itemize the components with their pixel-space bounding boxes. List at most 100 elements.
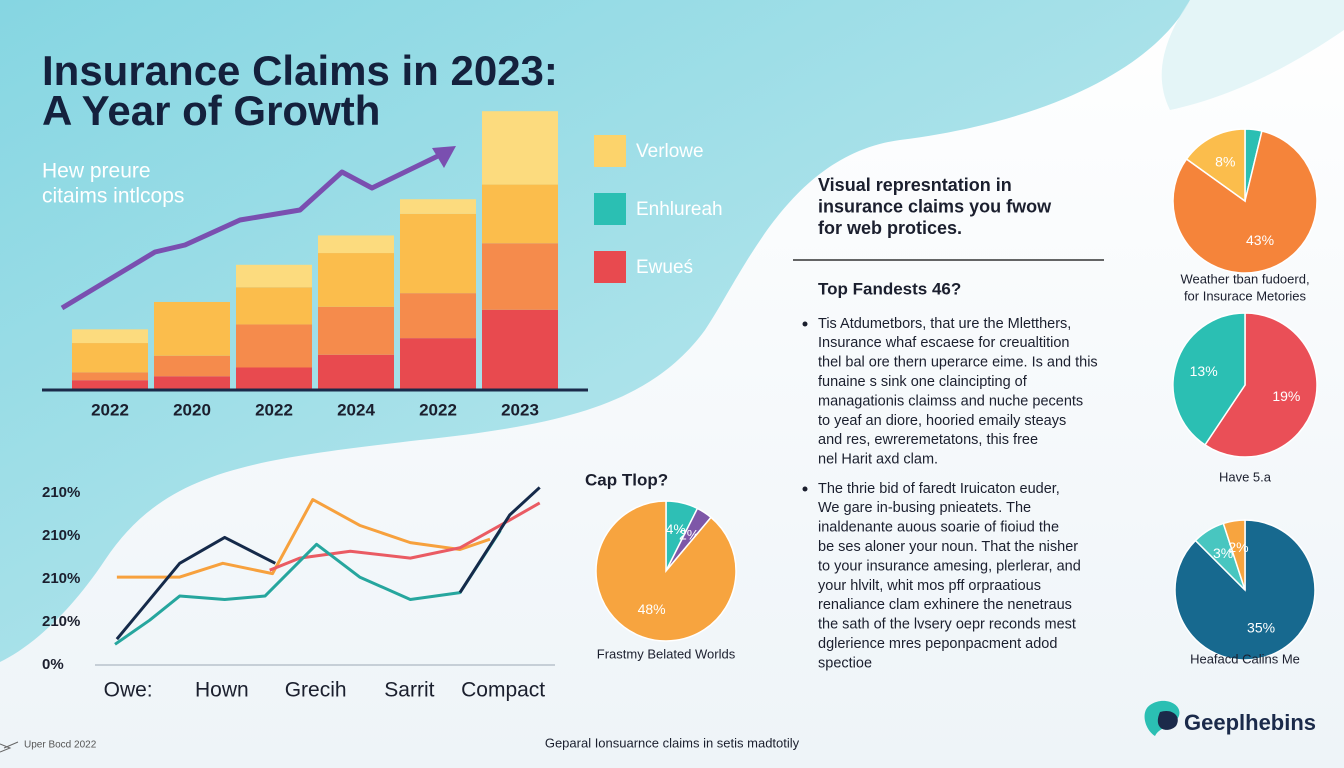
legend-label: Enhlureah — [636, 199, 723, 220]
background-shape — [1161, 0, 1344, 110]
slice-label: 4% — [666, 521, 686, 537]
bar-segment — [318, 235, 394, 254]
line-series — [116, 498, 491, 579]
legend-swatch — [594, 251, 626, 283]
info-heading: Visual represntation in — [818, 175, 1012, 195]
pie-slice — [1172, 130, 1318, 274]
x-tick-label: Hown — [195, 679, 249, 702]
bar-segment — [318, 253, 394, 307]
y-tick-label: 210% — [42, 613, 80, 630]
bullet-line: The thrie bid of faredt Iruicaton euder, — [818, 481, 1060, 497]
logo-text: Geeplhebins — [1184, 710, 1316, 735]
bar-segment — [72, 343, 148, 373]
bullet-line: spectioe — [818, 655, 872, 671]
bar-segment — [482, 184, 558, 244]
line-series — [114, 529, 502, 646]
x-tick-label: 2022 — [255, 400, 293, 419]
line-series — [115, 535, 276, 641]
x-tick-label: Grecih — [285, 679, 347, 702]
legend-label: Ewueś — [636, 257, 693, 278]
x-tick-label: Compact — [461, 679, 545, 702]
bullet — [802, 486, 808, 492]
bar-segment — [236, 324, 312, 368]
bar-segment — [318, 354, 394, 390]
y-tick-label: 210% — [42, 570, 80, 587]
bar-segment — [154, 376, 230, 390]
x-tick-label: 2023 — [501, 400, 539, 419]
bullet-line: renaliance clam exhinere the nenetraus — [818, 597, 1072, 613]
bullet-line: funaine s sink one claincipting of — [818, 374, 1028, 390]
slice-label: 48% — [638, 601, 666, 617]
bullet-line: nel Harit axd clam. — [818, 452, 938, 468]
slice-label: 19% — [1272, 388, 1300, 404]
bar-segment — [154, 301, 230, 356]
bar-segment — [400, 338, 476, 390]
legend-swatch — [594, 193, 626, 225]
line-series — [458, 486, 541, 594]
trend-arrow-head — [432, 146, 456, 168]
bullet-line: and res, ewreremetatons, this free — [818, 432, 1038, 448]
x-tick-label: Owe: — [104, 679, 153, 702]
bar-segment — [318, 306, 394, 355]
section-title: Top Fandests 46? — [818, 279, 961, 298]
slice-label: 2% — [1228, 539, 1248, 555]
bullet-line: dglerience mres peponpacment adod — [818, 636, 1057, 652]
slice-label: 35% — [1247, 620, 1275, 636]
bar-segment — [482, 309, 558, 390]
y-tick-label: 210% — [42, 484, 80, 501]
pie-title: Cap Tlop? — [585, 470, 668, 489]
x-tick-label: 2022 — [419, 400, 457, 419]
bar-segment — [72, 372, 148, 381]
bar-segment — [154, 355, 230, 377]
pie-caption: Heafacd Calins Me — [1190, 651, 1300, 666]
footer-icon — [0, 741, 19, 753]
info-heading: for web protices. — [818, 218, 962, 238]
slice-label: 13% — [1190, 363, 1218, 379]
bullet-line: your hlvilt, whit mos pff orpraatious — [818, 578, 1041, 594]
bullet — [802, 321, 808, 327]
legend-label: Verlowe — [636, 141, 704, 162]
x-tick-label: 2022 — [91, 400, 129, 419]
bullet-line: thel bal ore thern uperarce eime. Is and… — [818, 355, 1098, 371]
subtitle: citaims intlcops — [42, 185, 184, 208]
bar-segment — [400, 293, 476, 339]
footer-note: Uper Bocd 2022 — [24, 740, 97, 751]
pie-caption: Weather tban fudoerd, — [1180, 271, 1309, 286]
title: Insurance Claims in 2023: — [42, 47, 558, 94]
legend-swatch — [594, 135, 626, 167]
subtitle: Hew preure — [42, 160, 151, 183]
logo-mark — [1157, 710, 1178, 730]
trend-arrow — [60, 152, 442, 311]
bar-segment — [236, 287, 312, 325]
y-tick-label: 210% — [42, 527, 80, 544]
bullet-line: Tis Atdumetbors, that ure the Mletthers, — [818, 316, 1071, 332]
x-tick-label: 2020 — [173, 400, 211, 419]
slice-label: 3% — [1213, 545, 1233, 561]
pie-slice — [1203, 312, 1318, 458]
bar-segment — [482, 111, 558, 185]
bar-segment — [482, 243, 558, 310]
bullet-line: the sath of the lvsery oepr reconds mest — [818, 617, 1076, 633]
bar-segment — [72, 380, 148, 390]
line-series — [269, 501, 541, 572]
pie-slice — [1185, 128, 1246, 203]
bullet-line: managationis claimss and nuche pecents — [818, 393, 1083, 409]
pie-slice — [1172, 312, 1246, 446]
bullet-line: to your insurance amesing, plerlerar, an… — [818, 558, 1081, 574]
info-heading: insurance claims you fwow — [818, 196, 1052, 216]
pie-slice — [1222, 519, 1246, 591]
bullet-line: We gare in-busing pnieatets. The — [818, 500, 1031, 516]
bar-segment — [400, 199, 476, 214]
title: A Year of Growth — [42, 87, 380, 134]
bullet-line: Insurance whaf escaese for creualtition — [818, 335, 1069, 351]
slice-label: 8% — [1215, 153, 1235, 169]
bullet-line: inaldenante auous soarie of fioiud the — [818, 520, 1059, 536]
bar-segment — [236, 367, 312, 390]
bullet-line: be ses aloner your noun. That the nisher — [818, 539, 1078, 555]
y-tick-label: 0% — [42, 656, 64, 673]
pie-caption: for Insurace Metories — [1184, 288, 1307, 303]
bar-segment — [72, 329, 148, 344]
slice-label: 43% — [1246, 232, 1274, 248]
